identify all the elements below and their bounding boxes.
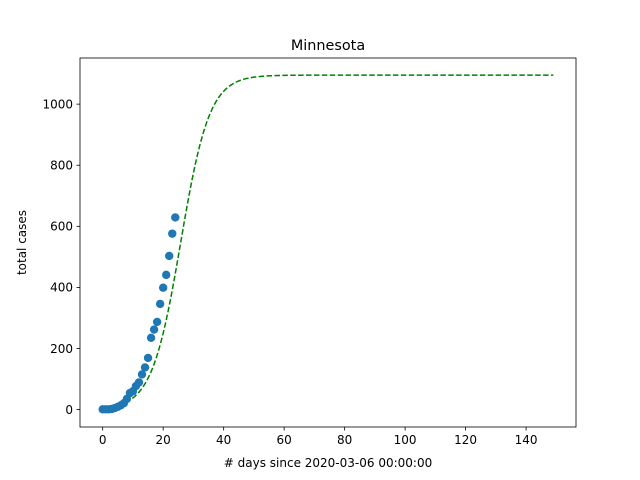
data-point <box>158 283 168 292</box>
data-point <box>140 363 150 372</box>
data-point <box>155 299 165 309</box>
data-point <box>171 213 180 222</box>
chart-title: Minnesota <box>291 38 365 54</box>
y-tick-label: 200 <box>50 342 73 356</box>
y-tick-label: 600 <box>50 220 73 234</box>
axes-frame <box>79 57 577 428</box>
y-tick-label: 0 <box>65 403 73 417</box>
x-tick-label: 40 <box>216 433 231 447</box>
y-tick-label: 800 <box>50 159 73 173</box>
data-point <box>168 229 177 238</box>
x-tick-label: 120 <box>454 433 477 447</box>
data-points <box>98 213 180 414</box>
y-tick-label: 1000 <box>42 97 73 111</box>
x-tick-label: 20 <box>156 433 171 447</box>
data-point <box>143 353 153 363</box>
y-axis-label: total cases <box>15 210 29 275</box>
y-tick-label: 400 <box>50 281 73 295</box>
x-tick-label: 140 <box>515 433 538 447</box>
x-tick-label: 0 <box>99 433 107 447</box>
data-point <box>149 325 159 334</box>
data-point <box>152 317 162 327</box>
data-point <box>165 251 174 261</box>
x-tick-label: 60 <box>277 433 292 447</box>
x-axis-label: # days since 2020-03-06 00:00:00 <box>224 456 432 470</box>
x-axis-ticks: 0 20 40 60 80 100 120 140 <box>99 427 538 447</box>
x-tick-label: 100 <box>394 433 417 447</box>
data-point <box>134 378 144 387</box>
data-point <box>161 270 171 280</box>
data-point <box>146 333 156 343</box>
data-point <box>137 370 147 379</box>
y-axis-ticks: 0 200 400 600 800 1000 <box>42 97 80 417</box>
plot-area <box>98 74 554 414</box>
x-tick-label: 80 <box>337 433 352 447</box>
